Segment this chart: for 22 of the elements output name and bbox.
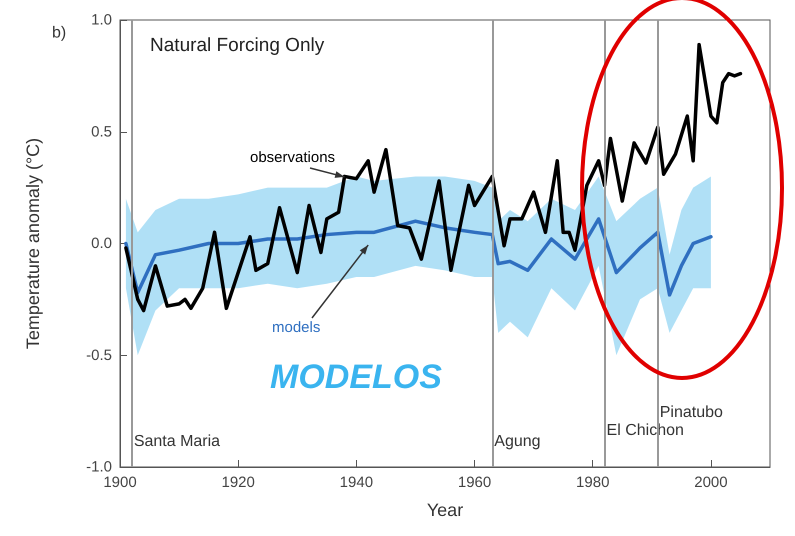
y-tick-label: 1.0 — [91, 12, 112, 28]
y-tick-label: -0.5 — [86, 346, 112, 364]
x-tick-label: 1960 — [458, 474, 492, 491]
y-tick-label: -1.0 — [86, 458, 112, 476]
x-tick-label: 2000 — [694, 474, 728, 491]
y-tick-label: 0.5 — [91, 123, 112, 140]
x-tick-label: 1980 — [576, 474, 610, 491]
series-label: observations — [250, 149, 336, 166]
ref-line-label: El Chichon — [606, 422, 684, 439]
x-tick-label: 1940 — [340, 474, 374, 491]
y-axis-title: Temperature anomaly (°C) — [23, 138, 43, 350]
ref-line-label: Santa Maria — [134, 432, 220, 450]
annotation: Natural Forcing Only — [150, 35, 325, 56]
text: models — [272, 319, 320, 336]
ref-line-label: Pinatubo — [660, 404, 723, 421]
x-tick-label: 1900 — [103, 474, 137, 491]
annotation: MODELOS — [270, 358, 442, 396]
x-tick-label: 1920 — [221, 474, 255, 491]
ref-line-label: Agung — [494, 432, 541, 450]
y-tick-label: 0.0 — [91, 235, 112, 252]
text: b) — [52, 24, 66, 42]
x-axis-title: Year — [426, 500, 464, 520]
